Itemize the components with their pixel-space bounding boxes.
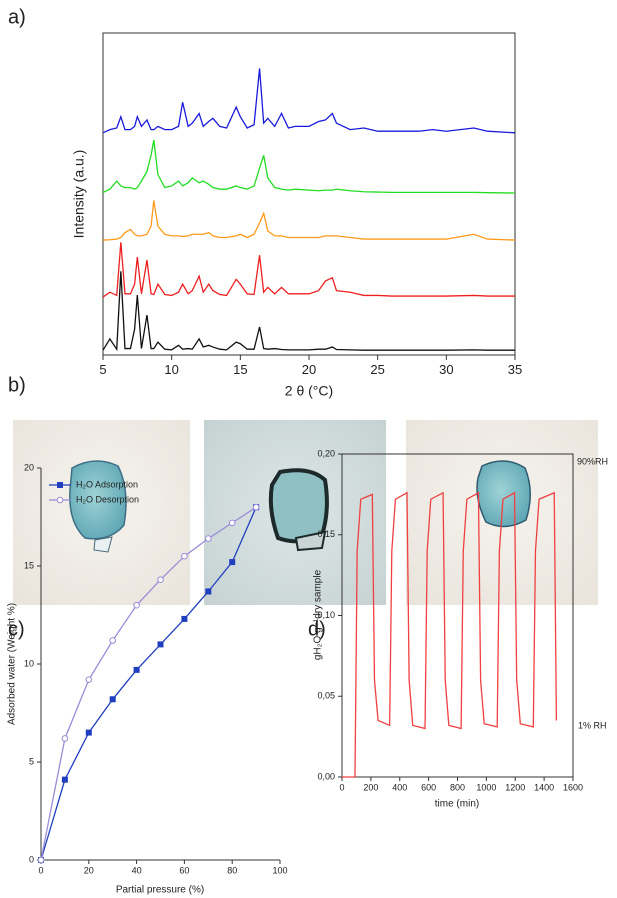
x-tick-label: 0 (339, 783, 344, 793)
marker (133, 601, 140, 609)
marker (205, 535, 212, 542)
x-tick-label: 200 (363, 783, 378, 793)
chart: a) 5 10 15 20 25 30 35 2 θ (°C) Intensity (a.u.) (8, 6, 522, 398)
x-tick-label: 20 (84, 866, 94, 876)
x-tick-label: 40 (132, 866, 142, 876)
y-tick-label: 0 (29, 854, 34, 864)
marker (133, 666, 140, 673)
y-tick-label: 0,05 (317, 691, 335, 701)
x-tick-label: 600 (421, 783, 436, 793)
x-tick-label: 100 (272, 866, 287, 876)
legend-label: H₂O Adsorption (76, 479, 138, 489)
marker (109, 696, 116, 703)
y-tick-label: 20 (24, 462, 34, 472)
crystal-fragment (93, 536, 113, 553)
annotation: 1% RH (578, 720, 607, 730)
x-tick-label: 1400 (534, 783, 554, 793)
x-tick-label: 30 (439, 362, 453, 377)
series-line (40, 506, 257, 861)
crystal (476, 460, 531, 528)
plot-frame (102, 32, 516, 356)
series-line (102, 139, 516, 194)
marker (85, 729, 92, 736)
series-line (102, 68, 516, 134)
annotation: 90%RH (577, 456, 608, 466)
x-tick-label: 10 (164, 362, 178, 377)
x-axis-label: time (min) (435, 799, 479, 810)
x-tick-label: 800 (450, 783, 465, 793)
series-line (342, 491, 558, 778)
marker (61, 776, 68, 783)
chart: d) 0 200 400 600 800 1000 1200 1400 1600 0,00 0,05 0… (308, 448, 608, 809)
marker (228, 519, 236, 527)
photo-panel: b) (8, 374, 598, 605)
y-axis-label: Intensity (a.u.) (71, 150, 87, 239)
marker (181, 615, 188, 622)
x-tick-label: 5 (99, 362, 106, 377)
legend-label: H₂O Desorption (76, 494, 139, 504)
crystal (69, 460, 127, 540)
x-tick-label: 1200 (505, 783, 525, 793)
x-tick-label: 20 (302, 362, 316, 377)
marker (181, 552, 188, 560)
crystal-fragment (294, 530, 327, 552)
y-tick-label: 0,10 (317, 610, 335, 620)
x-tick-label: 35 (508, 362, 522, 377)
marker (85, 676, 93, 683)
marker (57, 482, 63, 488)
x-axis-label: Partial pressure (%) (116, 885, 204, 896)
marker (252, 503, 260, 511)
marker (229, 559, 236, 566)
x-tick-label: 1600 (563, 783, 583, 793)
x-tick-label: 400 (392, 783, 407, 793)
x-tick-label: 0 (38, 866, 43, 876)
marker (56, 496, 64, 504)
marker (157, 576, 164, 584)
x-tick-label: 80 (227, 866, 237, 876)
series-line (102, 200, 516, 241)
y-tick-label: 5 (29, 756, 34, 766)
series-line (40, 506, 257, 861)
panel-label: d) (308, 618, 326, 640)
y-tick-label: 0,20 (317, 448, 335, 458)
panel-label: c) (8, 618, 25, 640)
x-tick-label: 25 (370, 362, 384, 377)
marker (61, 735, 69, 742)
y-tick-label: 15 (24, 560, 34, 570)
y-axis-label: Adsorbed water (Weight %) (7, 603, 18, 725)
x-tick-label: 1000 (476, 783, 496, 793)
y-tick-label: 0,15 (317, 529, 335, 539)
marker (157, 641, 164, 648)
panel-label: b) (8, 374, 26, 396)
y-axis-label: gH₂O g⁻¹dry sample (313, 569, 324, 660)
marker (109, 637, 116, 644)
marker (205, 588, 212, 595)
series-line (102, 271, 515, 352)
series-line (102, 242, 515, 298)
x-tick-label: 15 (233, 362, 247, 377)
y-tick-label: 10 (24, 658, 34, 668)
y-tick-label: 0,00 (317, 771, 335, 781)
panel-label: a) (8, 6, 26, 28)
x-tick-label: 60 (179, 866, 189, 876)
x-axis-label: 2 θ (°C) (285, 383, 333, 399)
marker (37, 856, 45, 864)
chart: c) 0 20 40 60 80 100 0 5 10 15 20 Partial pressure (… (7, 462, 288, 895)
